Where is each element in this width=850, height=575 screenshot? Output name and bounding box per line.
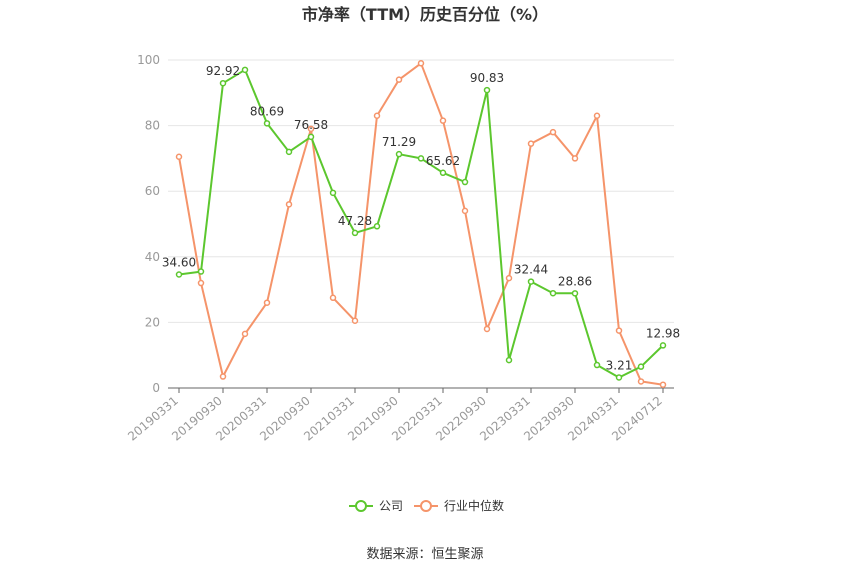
series-group xyxy=(175,60,667,388)
data-label: 65.62 xyxy=(426,154,460,168)
data-point xyxy=(351,317,359,325)
data-label: 92.92 xyxy=(206,64,240,78)
data-point xyxy=(505,356,513,364)
data-point xyxy=(263,120,271,127)
legend-marker xyxy=(355,500,367,512)
data-point xyxy=(505,274,513,282)
data-point xyxy=(461,178,469,186)
legend-item-industry-median[interactable]: 行业中位数 xyxy=(414,498,504,513)
data-point xyxy=(417,155,425,162)
data-point xyxy=(219,79,227,87)
y-tick-label: 0 xyxy=(152,381,160,395)
data-label: 34.60 xyxy=(162,256,196,270)
y-tick-label: 20 xyxy=(145,315,160,329)
legend-label: 行业中位数 xyxy=(444,498,504,513)
data-point xyxy=(307,133,315,141)
data-point xyxy=(329,189,337,197)
data-point xyxy=(175,153,183,161)
data-point xyxy=(373,112,381,120)
legend[interactable]: 公司 行业中位数 xyxy=(349,498,504,513)
data-point xyxy=(637,378,645,385)
data-labels: 34.60 92.92 80.69 76.58 47.28 71.29 65.62 90.83… xyxy=(162,64,680,372)
chart-title: 市净率（TTM）历史百分位（%） xyxy=(302,5,548,24)
data-point xyxy=(571,155,579,162)
y-axis: 0 20 40 60 80 100 xyxy=(137,53,160,395)
data-point xyxy=(417,60,425,67)
data-label: 90.83 xyxy=(470,71,504,85)
data-point xyxy=(483,86,491,94)
data-point xyxy=(549,128,557,136)
y-tick-label: 40 xyxy=(145,250,160,264)
data-point xyxy=(593,112,601,120)
x-axis: 2019033120190930202003312020093020210331… xyxy=(125,387,674,444)
data-point xyxy=(307,125,315,133)
data-point xyxy=(263,299,271,306)
data-point xyxy=(527,278,535,285)
data-label: 12.98 xyxy=(646,326,680,340)
legend-item-company[interactable]: 公司 xyxy=(349,499,403,513)
data-point xyxy=(219,373,227,380)
data-point xyxy=(571,290,579,297)
data-point xyxy=(241,330,249,338)
y-tick-label: 100 xyxy=(137,53,160,67)
data-point xyxy=(637,363,645,370)
data-point xyxy=(549,289,557,297)
data-point xyxy=(351,229,359,237)
data-point xyxy=(527,140,535,147)
data-label: 80.69 xyxy=(250,104,284,118)
data-label: 76.58 xyxy=(294,118,328,132)
data-point xyxy=(241,66,249,74)
data-label: 28.86 xyxy=(558,274,592,288)
data-point xyxy=(395,76,403,83)
data-label: 32.44 xyxy=(514,263,548,277)
data-point xyxy=(615,327,623,334)
source-note: 数据来源：恒生聚源 xyxy=(366,547,483,562)
data-point xyxy=(197,268,205,275)
data-label: 3.21 xyxy=(606,358,633,372)
data-point xyxy=(615,374,623,381)
legend-label: 公司 xyxy=(379,499,403,513)
grid-lines xyxy=(168,59,674,323)
data-point xyxy=(659,381,667,388)
data-point xyxy=(285,201,293,208)
data-point xyxy=(439,117,447,124)
data-label: 47.28 xyxy=(338,214,372,228)
data-point xyxy=(659,342,667,349)
data-point xyxy=(329,294,337,302)
data-point xyxy=(483,325,491,333)
data-point xyxy=(593,361,601,369)
data-point xyxy=(197,279,205,287)
y-tick-label: 60 xyxy=(145,184,160,198)
legend-marker xyxy=(420,500,432,512)
data-point xyxy=(175,271,183,278)
data-label: 71.29 xyxy=(382,135,416,149)
data-point xyxy=(395,150,403,158)
data-point xyxy=(285,148,293,156)
data-point xyxy=(373,223,381,230)
data-point xyxy=(439,169,447,177)
y-tick-label: 80 xyxy=(145,119,160,133)
data-point xyxy=(461,207,469,215)
